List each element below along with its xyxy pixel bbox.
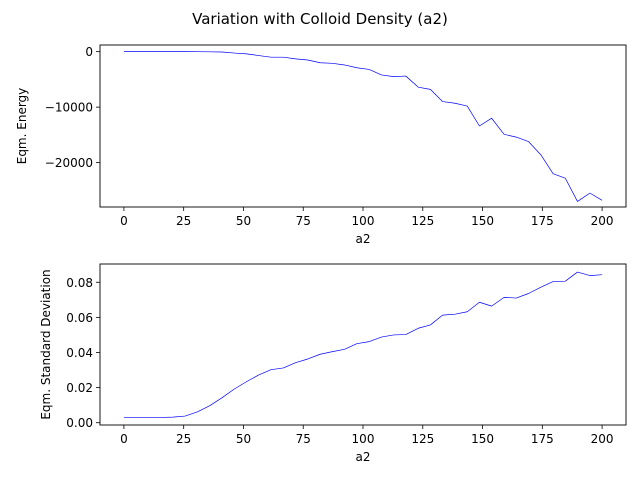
y-tick-label: 0.06 [66,311,93,325]
x-tick-label: 200 [591,214,614,228]
energy-x-axis-label: a2 [356,232,371,246]
x-tick-label: 175 [531,214,554,228]
x-tick-label: 100 [352,214,375,228]
y-tick-label: 0.02 [66,381,93,395]
x-tick-label: 25 [176,214,191,228]
y-tick-label: 0.08 [66,276,93,290]
x-tick-label: 100 [352,432,375,446]
x-tick-label: 175 [531,432,554,446]
x-tick-label: 75 [296,432,311,446]
y-tick-label: 0.00 [66,416,93,430]
x-tick-label: 75 [296,214,311,228]
energy-subplot: 0 25 50 75 100 125 150 175 200 0 −10000 −20000 a2 Eqm… [15,44,627,246]
series-line-std [123,271,603,418]
x-tick-label: 50 [236,432,251,446]
x-tick-label: 125 [411,432,434,446]
x-tick-label: 150 [471,432,494,446]
x-tick-label: 0 [120,214,128,228]
x-tick-label: 200 [591,432,614,446]
std-deviation-subplot: 0 25 50 75 100 125 150 175 200 0.00 0.02 0.04 0.06 0.… [39,263,627,464]
figure-title: Variation with Colloid Density (a2) [192,10,448,28]
x-tick-label: 50 [236,214,251,228]
x-tick-label: 25 [176,432,191,446]
series-line-energy [123,51,603,202]
y-tick-label: 0.04 [66,346,93,360]
x-tick-label: 125 [411,214,434,228]
y-tick-label: 0 [85,45,93,59]
y-tick-label: −20000 [45,156,93,170]
std-x-axis-label: a2 [356,450,371,464]
x-tick-label: 150 [471,214,494,228]
energy-y-axis-label: Eqm. Energy [15,88,29,165]
y-tick-label: −10000 [45,101,93,115]
x-tick-label: 0 [120,432,128,446]
std-y-axis-label: Eqm. Standard Deviation [39,269,53,419]
